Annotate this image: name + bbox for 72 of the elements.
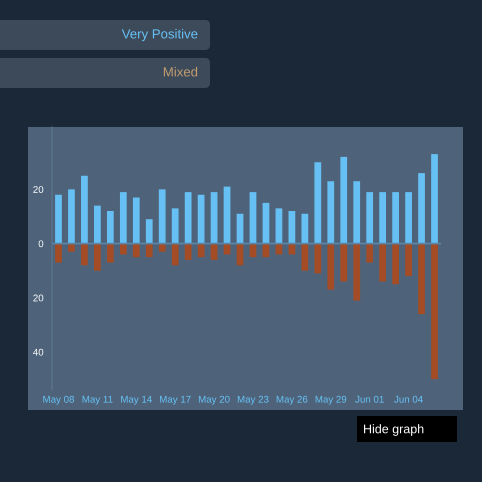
x-tick-label: May 08: [43, 396, 74, 405]
x-tick-label: May 26: [276, 396, 308, 405]
bar: [68, 189, 75, 244]
x-tick-label: May 14: [121, 396, 152, 405]
bar: [262, 202, 270, 244]
bar: [198, 244, 204, 258]
bar: [250, 244, 256, 258]
bar: [431, 154, 438, 244]
x-tick-label: May 29: [316, 396, 346, 405]
x-tick-label: May 11: [82, 396, 112, 405]
bar: [340, 244, 348, 282]
bar: [418, 173, 425, 244]
bar: [392, 192, 399, 244]
y-tick-label: 20: [33, 186, 44, 193]
text: Mixed: [164, 66, 198, 77]
bar: [431, 244, 438, 380]
bar: [198, 194, 204, 244]
x-tick-label: May 20: [198, 396, 230, 405]
x-tick-label: Jun 04: [394, 396, 423, 403]
y-tick-label: 0: [38, 240, 44, 248]
bar: [301, 244, 308, 271]
bar: [184, 192, 192, 244]
x-tick-label: May 17: [160, 396, 191, 405]
bar: [94, 244, 101, 271]
bar: [106, 211, 114, 244]
bar: [276, 244, 282, 254]
bar: [301, 214, 308, 244]
bar: [81, 176, 88, 244]
bar: [55, 194, 62, 244]
y-tick-label: 40: [33, 348, 44, 356]
bar: [288, 244, 296, 254]
bar: [340, 156, 348, 244]
bar: [184, 244, 192, 260]
bar: [120, 192, 127, 244]
bar: [379, 244, 386, 282]
bar: [236, 214, 244, 244]
bar: [418, 244, 425, 314]
x-tick-label: Jun 01: [355, 396, 384, 403]
bar: [262, 244, 270, 258]
bar: [353, 181, 360, 244]
bar: [327, 244, 334, 290]
bar: [250, 192, 256, 244]
bar: [132, 197, 140, 244]
bar: [210, 192, 218, 244]
bar: [172, 244, 179, 266]
bar: [276, 208, 282, 244]
bar: [314, 162, 322, 244]
bar: [392, 244, 399, 284]
bar: [366, 192, 374, 244]
bar: [94, 206, 101, 244]
bar: [55, 244, 62, 263]
bar: [81, 244, 88, 266]
bar: [327, 181, 334, 244]
text: Very Positive: [122, 28, 198, 42]
bar: [379, 192, 386, 244]
bar: [158, 189, 166, 244]
y-tick-label: 20: [33, 294, 44, 302]
bar: [314, 244, 322, 274]
bar: [405, 192, 412, 244]
bar: [366, 244, 374, 263]
bar: [224, 186, 230, 244]
bar: [236, 244, 244, 266]
bar: [210, 244, 218, 260]
bar: [288, 211, 296, 244]
bar: [353, 244, 360, 301]
x-tick-label: May 23: [238, 396, 268, 405]
bar: [106, 244, 114, 263]
bar: [224, 244, 230, 254]
bar: [405, 244, 412, 276]
bar: [146, 219, 153, 244]
text: Hide graph: [364, 424, 424, 436]
bar: [172, 208, 179, 244]
